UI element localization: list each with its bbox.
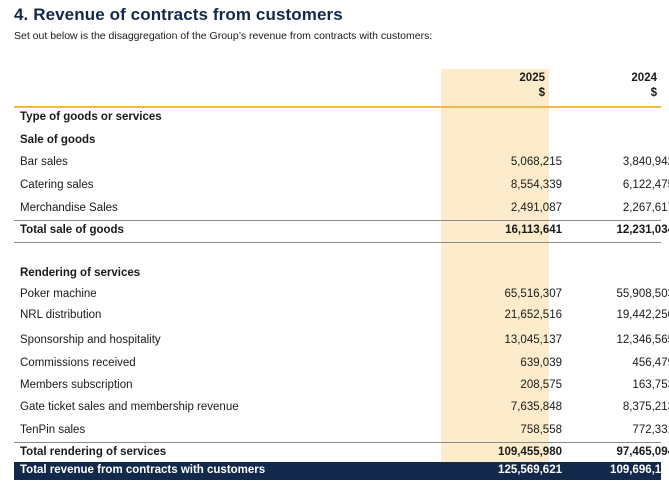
row-value-2024: 2,267,617 <box>622 202 669 214</box>
row-value-2025: 758,558 <box>520 424 562 436</box>
row-value-2025: 65,516,307 <box>504 288 562 300</box>
row-value-2024: 163,753 <box>632 379 669 391</box>
table-row: Merchandise Sales 2,491,087 2,267,617 <box>14 199 669 219</box>
table-row: NRL distribution 21,652,516 19,442,250 <box>14 306 669 326</box>
table-row: Catering sales 8,554,339 6,122,475 <box>14 176 669 196</box>
current-year-highlight <box>441 69 549 462</box>
row-value-2025: 21,652,516 <box>504 309 562 321</box>
row-value-2024: 3,840,942 <box>622 156 669 168</box>
table-row: TenPin sales 758,558 772,331 <box>14 421 669 441</box>
row-value-2024: 456,479 <box>632 357 669 369</box>
column-header-2025: 2025 $ <box>441 71 545 101</box>
row-value-2025: 8,554,339 <box>510 179 562 191</box>
subtotal-divider-bottom <box>14 242 661 243</box>
section-heading-label: Sale of goods <box>20 134 96 146</box>
row-label: Total revenue from contracts with custom… <box>20 464 266 476</box>
row-value-2024: 772,331 <box>632 424 669 436</box>
row-value-2024: 97,465,094 <box>616 446 669 458</box>
row-label: Bar sales <box>20 156 68 168</box>
row-value-2025: 7,635,848 <box>510 401 562 413</box>
row-value-2025: 16,113,641 <box>505 224 562 236</box>
row-label: Poker machine <box>20 288 97 300</box>
table-row: Commissions received 639,039 456,479 <box>14 354 669 374</box>
table-row: Gate ticket sales and membership revenue… <box>14 398 669 418</box>
table-row: Sponsorship and hospitality 13,045,137 1… <box>14 331 669 351</box>
row-label: Total rendering of services <box>20 446 167 458</box>
row-label: Gate ticket sales and membership revenue <box>20 401 239 413</box>
row-value-2024: 6,122,475 <box>622 179 669 191</box>
row-value-2024: 55,908,503 <box>616 288 669 300</box>
column-unit-2025: $ <box>538 87 545 99</box>
table-row: Poker machine 65,516,307 55,908,503 <box>14 285 669 305</box>
row-value-2025: 2,491,087 <box>510 202 562 214</box>
page-subtitle: Set out below is the disaggregation of t… <box>14 30 433 42</box>
section-heading-type: Type of goods or services <box>14 108 661 128</box>
subtotal-divider-top <box>14 220 661 221</box>
row-label: TenPin sales <box>20 424 86 436</box>
row-label: NRL distribution <box>20 309 102 321</box>
row-label: Merchandise Sales <box>20 202 118 214</box>
row-label: Members subscription <box>20 379 133 391</box>
row-value-2024: 8,375,213 <box>622 401 669 413</box>
total-revenue-row: Total revenue from contracts with custom… <box>14 462 669 480</box>
row-value-2024: 19,442,250 <box>616 309 669 321</box>
row-value-2025: 13,045,137 <box>504 334 562 346</box>
row-label: Catering sales <box>20 179 94 191</box>
section-heading-sale: Sale of goods <box>14 131 661 151</box>
services-total-divider <box>14 442 661 443</box>
section-heading-services: Rendering of services <box>14 264 661 284</box>
table-row: Bar sales 5,068,215 3,840,942 <box>14 153 669 173</box>
column-year-2025: 2025 <box>519 72 545 84</box>
row-value-2025: 208,575 <box>520 379 562 391</box>
row-value-2025: 5,068,215 <box>510 156 562 168</box>
total-sale-row: Total sale of goods 16,113,641 12,231,03… <box>14 221 669 241</box>
row-value-2025: 639,039 <box>520 357 562 369</box>
row-value-2025: 109,455,980 <box>498 446 562 458</box>
row-label: Commissions received <box>20 357 136 369</box>
row-value-2024: 12,346,565 <box>616 334 669 346</box>
column-header-2024: 2024 $ <box>553 71 657 101</box>
column-year-2024: 2024 <box>631 72 657 84</box>
row-value-2024: 12,231,034 <box>616 224 669 236</box>
row-label: Total sale of goods <box>20 224 124 236</box>
row-label: Sponsorship and hospitality <box>20 334 161 346</box>
row-value-2024: 109,696,128 <box>610 464 669 476</box>
table-row: Members subscription 208,575 163,753 <box>14 376 669 396</box>
column-unit-2024: $ <box>650 87 657 99</box>
section-heading-label: Rendering of services <box>20 267 141 279</box>
section-heading-label: Type of goods or services <box>20 111 162 123</box>
header-divider <box>14 106 661 108</box>
page-title: 4. Revenue of contracts from customers <box>14 5 343 24</box>
row-value-2025: 125,569,621 <box>498 464 562 476</box>
total-services-row: Total rendering of services 109,455,980 … <box>14 443 669 463</box>
